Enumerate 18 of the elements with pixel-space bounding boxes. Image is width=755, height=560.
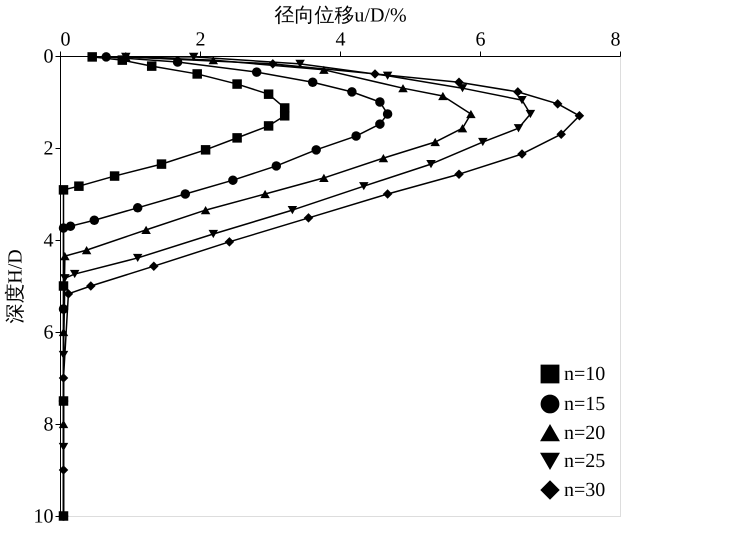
x-tick-label: 0 bbox=[60, 28, 70, 50]
x-tick-label: 2 bbox=[196, 28, 206, 50]
y-tick-label: 0 bbox=[44, 46, 54, 68]
legend-label: n=30 bbox=[564, 479, 606, 501]
y-tick-label: 10 bbox=[34, 506, 54, 528]
x-tick-label: 4 bbox=[336, 28, 346, 50]
y-axis-title: 深度H/D bbox=[4, 249, 26, 324]
y-tick-label: 4 bbox=[44, 230, 54, 252]
legend-label: n=20 bbox=[564, 422, 606, 444]
x-tick-label: 6 bbox=[476, 28, 486, 50]
x-tick-label: 8 bbox=[610, 28, 620, 50]
legend-label: n=15 bbox=[564, 393, 606, 415]
x-axis-title: 径向位移u/D/% bbox=[274, 4, 407, 26]
y-tick-label: 2 bbox=[44, 138, 54, 160]
y-tick-label: 6 bbox=[44, 322, 54, 344]
legend-label: n=10 bbox=[564, 363, 606, 385]
legend-label: n=25 bbox=[564, 450, 606, 472]
y-tick-label: 8 bbox=[44, 414, 54, 436]
